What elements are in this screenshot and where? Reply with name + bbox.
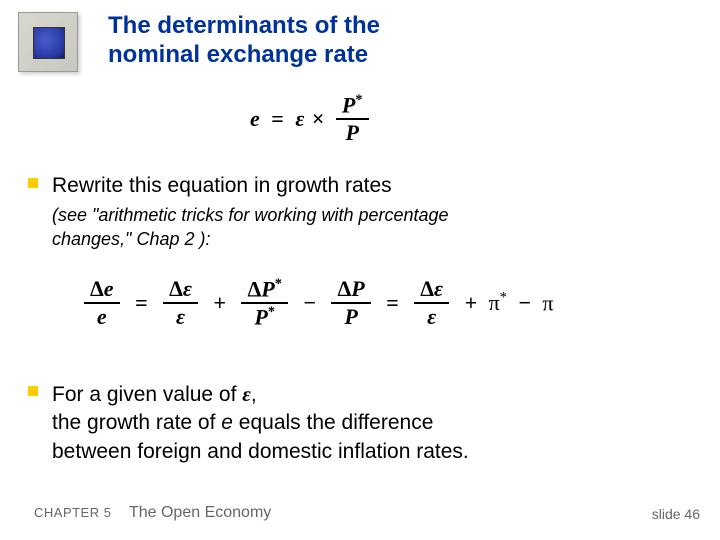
- frac-deps-eps: Δε ε: [163, 276, 198, 330]
- slide-title: The determinants of the nominal exchange…: [108, 12, 380, 70]
- frac-de-e: Δe e: [84, 276, 120, 330]
- title-line-1: The determinants of the: [108, 12, 380, 39]
- frac-deps-eps-2: Δε ε: [414, 276, 449, 330]
- bullet-1-text: Rewrite this equation in growth rates: [52, 172, 668, 200]
- eq1-times: ×: [310, 106, 327, 132]
- pi-star: π*: [489, 290, 507, 315]
- frac-dp-p: ΔP P: [331, 276, 370, 330]
- equation-main: e = ε × P* P: [250, 92, 373, 146]
- bullet-marker-2: [28, 386, 38, 396]
- eq1-lhs: e: [250, 106, 260, 132]
- bullet-marker-1: [28, 178, 38, 188]
- eq1-numerator: P*: [336, 92, 369, 120]
- slide-logo-inner: [33, 27, 65, 59]
- eq1-fraction: P* P: [336, 92, 369, 146]
- title-line-2: nominal exchange rate: [108, 41, 368, 68]
- pi: π: [542, 290, 553, 315]
- eq1-equals: =: [265, 106, 290, 132]
- footer-title: The Open Economy: [129, 504, 271, 521]
- slide-logo: [18, 12, 78, 72]
- footer: CHAPTER 5 The Open Economy: [34, 504, 271, 522]
- bullet-1: Rewrite this equation in growth rates (s…: [28, 172, 668, 251]
- slide-number: slide 46: [652, 506, 700, 522]
- bullet-2-text: For a given value of ε, the growth rate …: [52, 380, 688, 466]
- footer-chapter: CHAPTER 5: [34, 505, 111, 520]
- bullet-2: For a given value of ε, the growth rate …: [28, 380, 688, 466]
- bullet-1-subtext: (see "arithmetic tricks for working with…: [52, 204, 668, 251]
- eq1-epsilon: ε: [295, 106, 304, 132]
- equation-growth: Δe e = Δε ε + ΔP* P* − ΔP P = Δε ε + π* …: [80, 276, 554, 331]
- frac-dpstar-pstar: ΔP* P*: [241, 276, 287, 331]
- eq1-denominator: P: [336, 120, 369, 146]
